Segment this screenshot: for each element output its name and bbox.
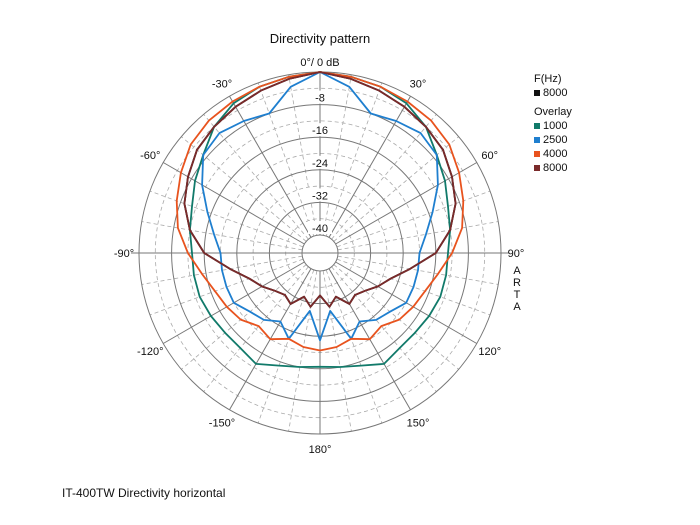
legend-item-2500: 2500	[534, 133, 572, 147]
radial-label-bg	[308, 155, 332, 169]
grid-spoke-minor	[322, 270, 352, 432]
grid-spoke-minor	[203, 266, 309, 392]
angle-label: 180°	[309, 444, 332, 456]
chart-caption: IT-400TW Directivity horizontal	[62, 486, 226, 500]
grid-spoke-minor	[325, 82, 383, 237]
grid-spoke-minor	[149, 190, 304, 248]
grid-spoke-minor	[141, 221, 303, 251]
grid-spoke-major	[162, 162, 305, 245]
series-line-overlay-1000	[188, 71, 452, 368]
grid-spoke-minor	[331, 114, 437, 240]
legend-label: 8000	[543, 162, 568, 174]
legend-label: 8000	[543, 87, 568, 99]
angle-label: -90°	[114, 248, 134, 260]
grid-spoke-minor	[149, 258, 304, 316]
series-line-overlay-8000	[183, 71, 457, 308]
arta-letter: A	[513, 301, 521, 313]
grid-spoke-minor	[257, 269, 315, 424]
grid-spoke-minor	[337, 255, 499, 285]
arta-letter: R	[513, 277, 521, 289]
grid-spoke-minor	[288, 270, 318, 432]
grid-spoke-minor	[141, 255, 303, 285]
radial-label-bg	[308, 221, 332, 234]
grid-spoke-minor	[257, 82, 315, 237]
series-line-overlay-4000	[175, 71, 465, 352]
legend-item-1000: 1000	[534, 119, 572, 133]
legend-header-overlay: Overlay	[534, 106, 572, 118]
legend-item-4000: 4000	[534, 147, 572, 161]
grid-spoke-major	[335, 162, 478, 245]
series-group	[175, 71, 465, 368]
radial-label-bg	[308, 188, 332, 202]
grid-spoke-major	[229, 95, 312, 238]
grid-spoke-minor	[181, 136, 307, 242]
grid-spoke-minor	[333, 136, 459, 242]
grid-spoke-major	[328, 95, 411, 238]
arta-letter: A	[513, 265, 521, 277]
angle-label: 30°	[410, 78, 427, 90]
angle-label: 90°	[508, 248, 525, 260]
grid-spoke-minor	[322, 74, 352, 236]
grid-spoke-minor	[288, 74, 318, 236]
legend-swatch	[534, 137, 540, 143]
angle-label: 120°	[478, 346, 501, 358]
arta-letter: T	[513, 289, 521, 301]
series-line-overlay-2500	[201, 71, 439, 342]
angle-label: -120°	[137, 346, 163, 358]
radial-tick-label: -32	[312, 190, 328, 202]
angle-label: -150°	[209, 418, 235, 430]
angle-label: -30°	[212, 78, 232, 90]
radial-tick-label: -16	[312, 125, 328, 137]
top-label: 0°/ 0 dB	[300, 57, 339, 69]
grid-spoke-minor	[331, 266, 437, 392]
grid-spoke-minor	[336, 190, 491, 248]
legend: F(Hz) 8000 Overlay 1000 2500 4000 8000	[534, 72, 572, 175]
radial-tick-label: -24	[312, 158, 328, 170]
grid-spoke-minor	[203, 114, 309, 240]
legend-label: 2500	[543, 134, 568, 146]
radial-label-bg	[308, 123, 332, 137]
legend-label: 4000	[543, 148, 568, 160]
angle-label: 60°	[481, 150, 498, 162]
grid-spoke-minor	[181, 264, 307, 370]
grid-spoke-minor	[325, 269, 383, 424]
grid-spoke-minor	[337, 221, 499, 251]
grid-spoke-minor	[336, 258, 491, 316]
legend-label: 1000	[543, 120, 568, 132]
legend-swatch	[534, 90, 540, 96]
radial-label-bg	[308, 90, 332, 104]
angle-label: 150°	[407, 418, 430, 430]
legend-swatch	[534, 151, 540, 157]
legend-item-8000: 8000	[534, 161, 572, 175]
radial-tick-label: -40	[312, 223, 328, 235]
angle-label: -60°	[140, 150, 160, 162]
legend-swatch	[534, 123, 540, 129]
legend-item-primary: 8000	[534, 86, 572, 100]
radial-tick-label: -8	[315, 93, 325, 105]
axis-labels: 30° 60° 90° 120° 150° 180° -150° -120° -90° -60° -…	[114, 78, 524, 456]
chart-title: Directivity pattern	[270, 31, 370, 46]
grid-spoke-minor	[333, 264, 459, 370]
legend-header-fhz: F(Hz)	[534, 73, 562, 85]
legend-swatch	[534, 165, 540, 171]
